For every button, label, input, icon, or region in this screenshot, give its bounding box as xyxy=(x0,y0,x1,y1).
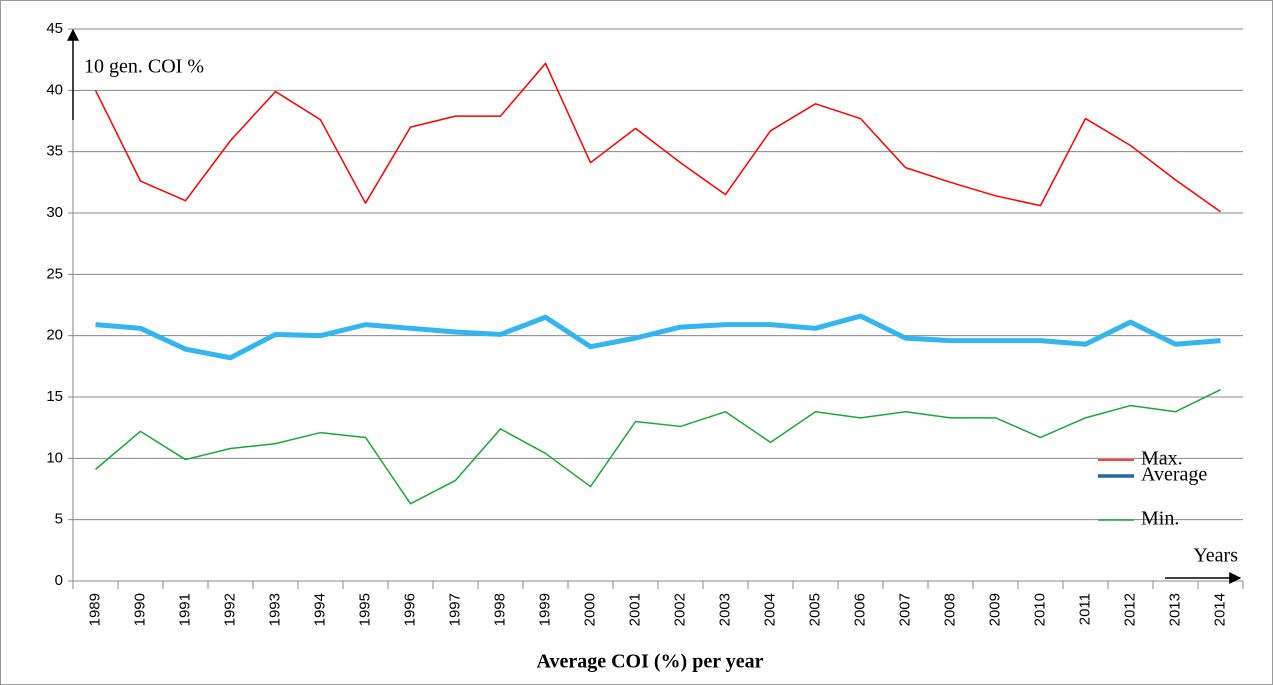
series-line xyxy=(95,313,1221,361)
x-tick-label: 2007 xyxy=(896,593,913,626)
x-tick-label: 1990 xyxy=(131,593,148,626)
x-tick-label: 2004 xyxy=(761,593,778,626)
x-tick-label: 2000 xyxy=(581,593,598,626)
x-tick-label: 1989 xyxy=(86,593,103,626)
y-tick-label: 5 xyxy=(55,511,63,528)
y-tick-label: 0 xyxy=(55,572,63,589)
x-tick-label: 2003 xyxy=(716,593,733,626)
legend-label: Average xyxy=(1141,464,1207,486)
y-tick-label: 25 xyxy=(46,265,63,282)
series-line xyxy=(94,62,1221,213)
x-tick-label: 2011 xyxy=(1076,593,1093,625)
y-tick-label: 45 xyxy=(46,20,63,37)
y-tick-label: 40 xyxy=(46,81,63,98)
y-tick-label: 30 xyxy=(46,204,63,221)
x-tick-label: 1991 xyxy=(176,593,193,626)
x-tick-label: 2014 xyxy=(1211,593,1228,626)
x-annotation: Years xyxy=(1193,545,1238,567)
x-tick-label: 2013 xyxy=(1166,593,1183,626)
x-tick-label: 2005 xyxy=(806,593,823,626)
x-tick-label: 2009 xyxy=(986,593,1003,626)
x-tick-label: 1992 xyxy=(221,593,238,626)
x-tick-label: 1999 xyxy=(536,593,553,626)
x-tick-label: 1998 xyxy=(491,593,508,626)
chart-title: Average COI (%) per year xyxy=(537,651,764,673)
x-tick-label: 2008 xyxy=(941,593,958,626)
x-tick-label: 1995 xyxy=(356,593,373,626)
y-tick-label: 15 xyxy=(46,388,63,405)
x-tick-label: 1996 xyxy=(401,593,418,626)
y-annotation: 10 gen. COI % xyxy=(84,56,204,78)
legend-label: Max. xyxy=(1141,448,1183,470)
y-tick-label: 35 xyxy=(46,143,63,160)
y-tick-label: 10 xyxy=(46,449,63,466)
x-tick-label: 2012 xyxy=(1121,593,1138,626)
x-tick-label: 1994 xyxy=(311,593,328,626)
x-tick-label: 1997 xyxy=(446,593,463,626)
x-tick-label: 2006 xyxy=(851,593,868,626)
legend-label: Min. xyxy=(1141,508,1179,530)
x-tick-label: 2001 xyxy=(626,593,643,626)
x-tick-label: 2002 xyxy=(671,593,688,626)
y-tick-label: 20 xyxy=(46,327,63,344)
x-tick-label: 2010 xyxy=(1031,593,1048,626)
series-line xyxy=(95,388,1221,505)
x-tick-label: 1993 xyxy=(266,593,283,626)
